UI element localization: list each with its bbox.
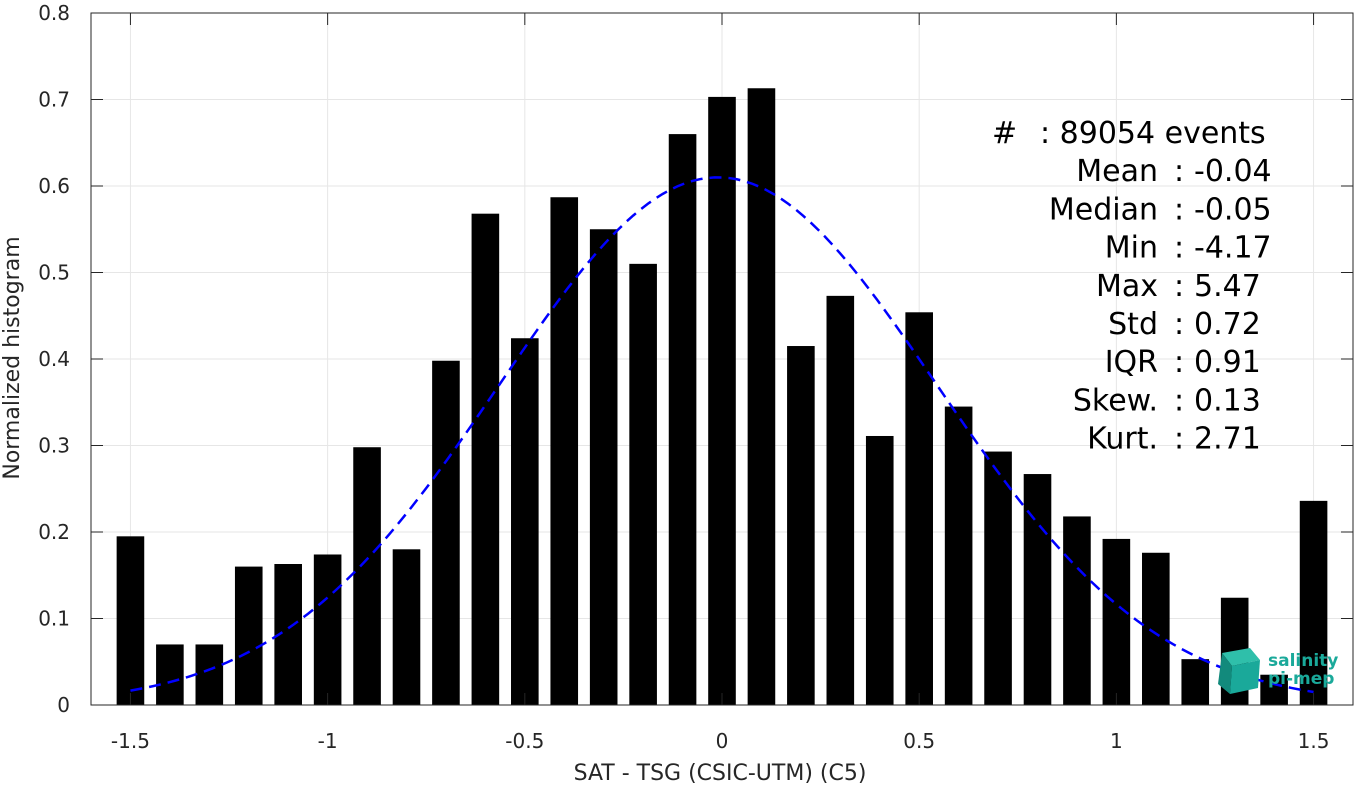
y-tick-label: 0.2 <box>38 520 70 544</box>
x-tick-label: 0.5 <box>903 729 935 753</box>
stat-label: Min <box>1105 231 1158 266</box>
histogram-bar <box>668 134 697 706</box>
stat-label: Skew. <box>1073 383 1158 418</box>
stat-value: 2.71 <box>1194 422 1261 457</box>
stat-value: : 89054 events <box>1040 116 1266 151</box>
logo-text-salinity: salinity <box>1268 651 1338 671</box>
histogram-bar <box>865 435 894 705</box>
stat-row: Skew.:0.13 <box>1073 383 1261 418</box>
histogram-bar <box>195 644 224 705</box>
stat-label: # <box>992 116 1017 151</box>
histogram-bar <box>708 96 736 705</box>
histogram-bar <box>1181 659 1210 705</box>
stat-row: Std:0.72 <box>1108 307 1261 342</box>
x-tick-label: 0 <box>716 729 729 753</box>
stat-separator: : <box>1174 422 1184 457</box>
stat-separator: : <box>1174 192 1184 227</box>
stat-row: Max:5.47 <box>1096 269 1261 304</box>
y-tick-label: 0 <box>57 693 70 717</box>
histogram-bar <box>944 406 973 705</box>
x-tick-labels: -1.5 -1 -0.5 0 0.5 1 1.5 <box>111 729 1330 753</box>
stat-label: IQR <box>1105 345 1158 380</box>
y-tick-label: 0.3 <box>38 434 70 458</box>
histogram-bar <box>1260 674 1288 705</box>
histogram-bar <box>629 263 657 705</box>
stat-label: Max <box>1096 269 1158 304</box>
stat-label: Mean <box>1076 154 1158 189</box>
stat-row: Kurt.:2.71 <box>1087 422 1261 457</box>
histogram-bar <box>234 566 263 705</box>
stat-row: IQR:0.91 <box>1105 345 1261 380</box>
x-tick-label: 1.5 <box>1298 729 1330 753</box>
x-tick-label: 1 <box>1110 729 1123 753</box>
y-tick-label: 0.6 <box>38 174 70 198</box>
stat-separator: : <box>1174 307 1184 342</box>
histogram-bar <box>353 447 381 705</box>
stat-row: Mean: -0.04 <box>1076 154 1271 189</box>
stat-value: 0.13 <box>1194 383 1261 418</box>
stat-value: -0.04 <box>1194 154 1272 189</box>
stat-separator: : <box>1174 345 1184 380</box>
x-tick-label: -0.5 <box>505 729 544 753</box>
histogram-bar <box>116 536 145 705</box>
x-tick-label: -1.5 <box>111 729 150 753</box>
y-tick-labels: 0 0.1 0.2 0.3 0.4 0.5 0.6 0.7 0.8 <box>38 1 70 717</box>
stat-value: -0.05 <box>1194 192 1272 227</box>
histogram-bar <box>313 554 342 705</box>
stat-value: 5.47 <box>1194 269 1261 304</box>
stat-row: Median: -0.05 <box>1049 192 1272 227</box>
stat-separator: : <box>1174 154 1184 189</box>
histogram-bar <box>550 197 579 705</box>
histogram-bar <box>432 360 460 705</box>
histogram-bar <box>787 346 815 705</box>
stat-separator: : <box>1174 231 1184 266</box>
histogram-bars <box>116 88 1328 706</box>
stat-label: Std <box>1108 307 1158 342</box>
histogram-bar <box>1102 538 1131 705</box>
histogram-bar <box>1299 500 1328 705</box>
stat-separator: : <box>1174 269 1184 304</box>
histogram-bar <box>1023 474 1052 705</box>
x-tick-label: -1 <box>318 729 338 753</box>
logo-text-pi-mep: pi-mep <box>1268 669 1334 689</box>
stat-value: 0.91 <box>1194 345 1261 380</box>
histogram-bar <box>589 229 618 705</box>
y-tick-label: 0.8 <box>38 1 70 25</box>
histogram-bar <box>905 312 933 705</box>
histogram-bar <box>392 549 421 705</box>
stat-row: Min: -4.17 <box>1105 231 1272 266</box>
stat-value: -4.17 <box>1194 231 1272 266</box>
axis-ticks <box>91 12 1353 706</box>
histogram-bar <box>984 451 1012 705</box>
stat-label: Kurt. <box>1087 422 1158 457</box>
y-tick-label: 0.5 <box>38 261 70 285</box>
histogram-bar <box>826 295 855 705</box>
y-tick-label: 0.7 <box>38 88 70 112</box>
stat-separator: : <box>1174 383 1184 418</box>
histogram-bar <box>156 644 184 705</box>
y-tick-label: 0.4 <box>38 347 70 371</box>
histogram-bar <box>747 88 776 705</box>
histogram-bar <box>511 338 539 705</box>
y-axis-label: Normalized histogram <box>0 236 25 479</box>
stat-row: # : 89054 events <box>992 116 1266 151</box>
histogram-bar <box>471 213 500 705</box>
y-tick-label: 0.1 <box>38 607 70 631</box>
x-axis-label: SAT - TSG (CSIC-UTM) (C5) <box>574 761 867 785</box>
stat-value: 0.72 <box>1194 307 1261 342</box>
logo-cube-icon <box>1218 648 1260 694</box>
stat-label: Median <box>1049 192 1158 227</box>
histogram-bar <box>1063 516 1091 705</box>
histogram-bar <box>1142 552 1170 705</box>
salinity-pi-mep-logo: salinity pi-mep <box>1218 648 1338 694</box>
